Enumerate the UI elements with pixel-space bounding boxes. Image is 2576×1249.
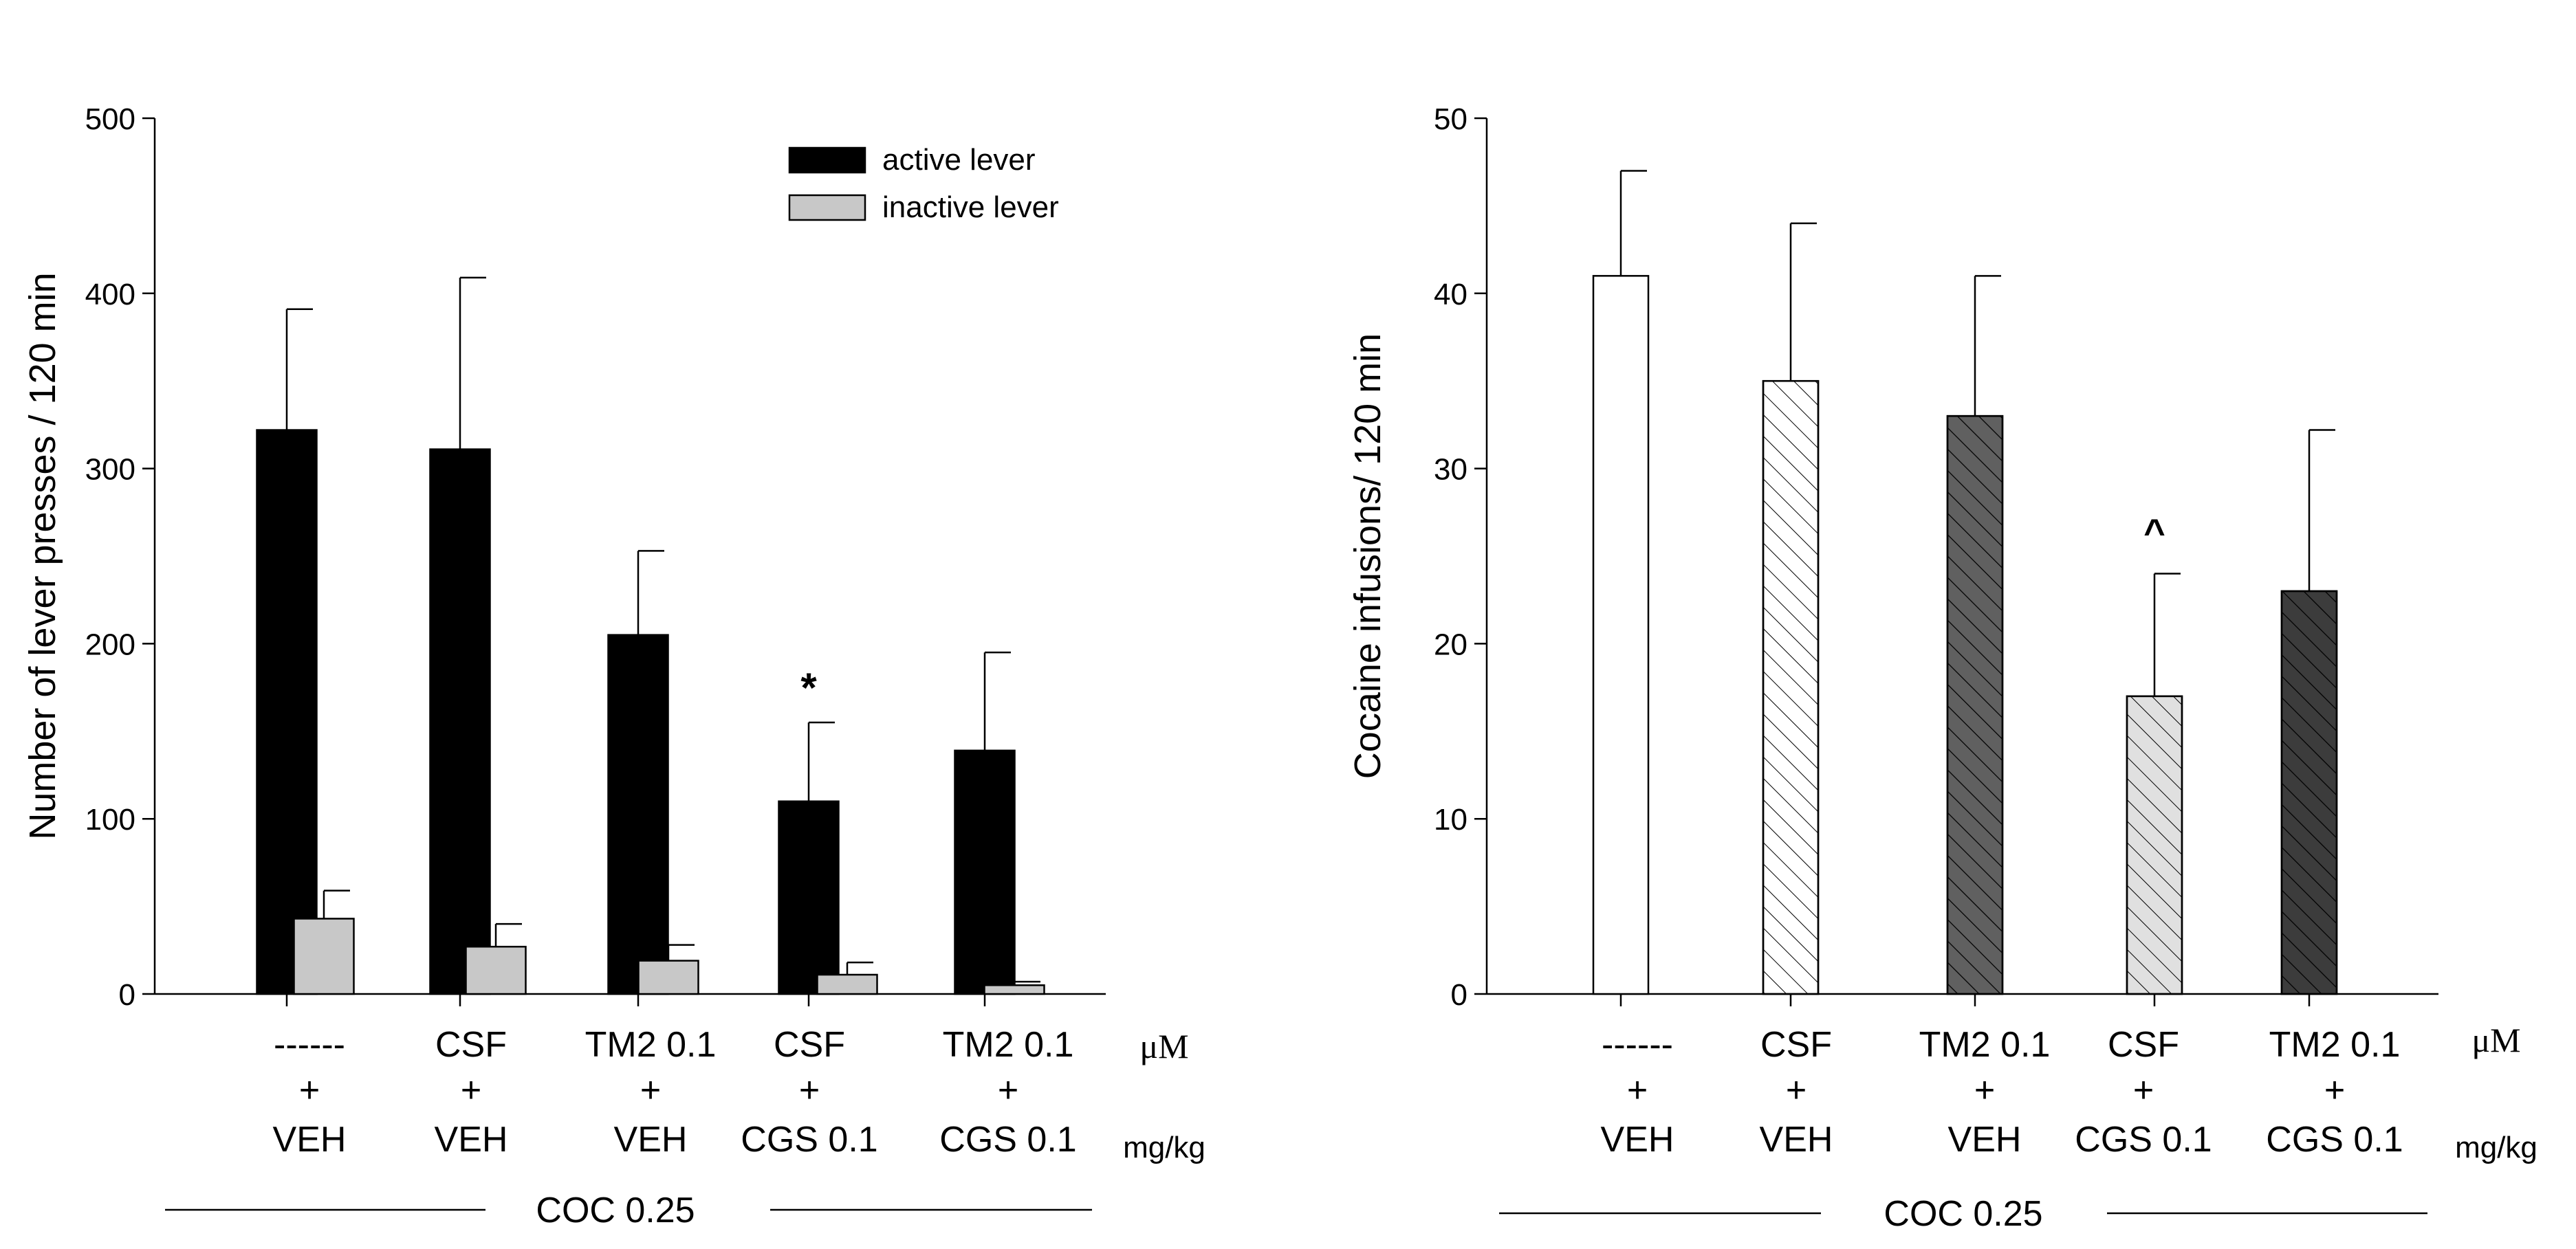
x-label-line2: + xyxy=(461,1070,481,1110)
significance-star: * xyxy=(800,665,817,711)
x-label-line1: CSF xyxy=(2108,1025,2179,1065)
y-axis-label: Cocaine infusions/ 120 min xyxy=(1347,333,1388,779)
bar-active-lever xyxy=(256,429,318,995)
x-label-line2: + xyxy=(1786,1070,1807,1110)
y-tick-label: 0 xyxy=(119,978,135,1012)
x-label-line3: VEH xyxy=(614,1120,688,1160)
x-label-line3: CGS 0.1 xyxy=(939,1120,1076,1160)
legend-label: inactive lever xyxy=(882,190,1059,224)
x-label-line2: + xyxy=(799,1070,820,1110)
x-label-line3: VEH xyxy=(1760,1120,1833,1160)
legend-label: active lever xyxy=(882,143,1036,177)
bar-inactive-lever xyxy=(293,918,355,995)
x-label-line1: ------ xyxy=(1602,1025,1673,1065)
x-label-line2: + xyxy=(2133,1070,2154,1110)
x-label-line3: VEH xyxy=(435,1120,508,1160)
y-tick-label: 40 xyxy=(1434,278,1467,311)
x-label-line2: + xyxy=(640,1070,661,1110)
y-tick-label: 30 xyxy=(1434,453,1467,487)
x-label-line1: TM2 0.1 xyxy=(585,1025,717,1065)
bar-inactive-lever xyxy=(637,960,699,995)
y-tick-label: 0 xyxy=(1451,978,1467,1012)
y-tick-label: 100 xyxy=(85,803,135,837)
x-label-line2: + xyxy=(299,1070,320,1110)
unit-label-bottom: mg/kg xyxy=(1123,1131,1205,1164)
x-label-line1: CSF xyxy=(1760,1025,1832,1065)
bar-active-lever xyxy=(954,749,1016,995)
lever-presses-chart: 0 100 200 300 400 500 Number of lever presses … xyxy=(22,102,1205,1230)
x-label-line3: VEH xyxy=(1601,1120,1674,1160)
bar-inactive-lever xyxy=(983,984,1045,995)
x-label-line1: TM2 0.1 xyxy=(943,1025,1074,1065)
bar-active-lever xyxy=(429,448,491,995)
bar-inactive-lever xyxy=(465,945,527,995)
x-label-line3: CGS 0.1 xyxy=(741,1120,877,1160)
y-tick-label: 500 xyxy=(85,102,135,136)
y-tick-label: 300 xyxy=(85,453,135,487)
bar-hatch xyxy=(2126,695,2183,995)
x-label-line3: VEH xyxy=(273,1120,347,1160)
bar-inactive-lever xyxy=(816,973,878,995)
unit-label-top: μM xyxy=(2471,1021,2520,1059)
x-label-line2: + xyxy=(2324,1070,2345,1110)
y-tick-label: 20 xyxy=(1434,628,1467,661)
x-label-line1: CSF xyxy=(435,1025,507,1065)
cocaine-infusions-chart: 0 10 20 30 40 50 Cocaine infusions/ 120 min ^ --… xyxy=(1347,102,2537,1234)
y-tick-label: 400 xyxy=(85,278,135,311)
bar-active-lever xyxy=(778,800,840,995)
x-label-line3: CGS 0.1 xyxy=(2075,1120,2212,1160)
x-label-line2: + xyxy=(1627,1070,1648,1110)
y-tick-label: 200 xyxy=(85,628,135,661)
legend-swatch xyxy=(788,194,866,221)
x-label-line2: + xyxy=(998,1070,1018,1110)
x-label-line1: TM2 0.1 xyxy=(1919,1025,2051,1065)
y-axis-label: Number of lever presses / 120 min xyxy=(22,272,63,839)
x-label-line1: CSF xyxy=(774,1025,845,1065)
bar-hatch xyxy=(1946,415,2004,995)
y-tick-label: 10 xyxy=(1434,803,1467,837)
significance-caret: ^ xyxy=(2143,511,2165,553)
group-label: COC 0.25 xyxy=(1884,1194,2042,1234)
unit-label-top: μM xyxy=(1139,1027,1188,1065)
legend-swatch xyxy=(788,146,866,174)
x-label-line3: CGS 0.1 xyxy=(2266,1120,2403,1160)
x-label-line2: + xyxy=(1974,1070,1995,1110)
y-tick-label: 50 xyxy=(1434,102,1467,136)
group-label: COC 0.25 xyxy=(536,1191,695,1230)
bar-active-lever xyxy=(607,634,669,995)
x-label-line1: ------ xyxy=(274,1025,345,1065)
bar-hatch xyxy=(1762,379,1820,995)
x-label-line3: VEH xyxy=(1948,1120,2022,1160)
x-label-line1: TM2 0.1 xyxy=(2269,1025,2401,1065)
unit-label-bottom: mg/kg xyxy=(2455,1131,2537,1164)
bar-hatch xyxy=(2280,590,2338,995)
bar-fill xyxy=(1592,275,1650,995)
